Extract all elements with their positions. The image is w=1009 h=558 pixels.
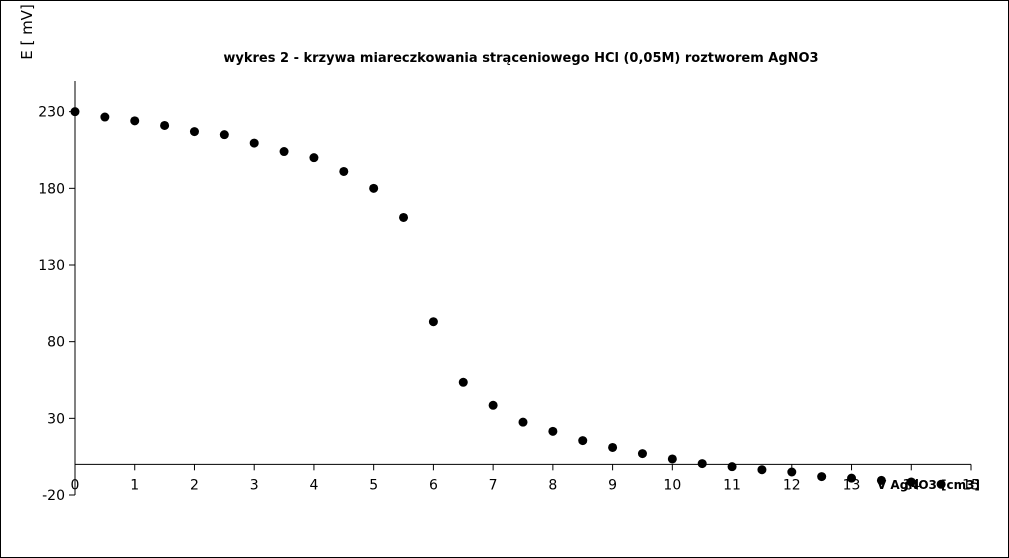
data-point	[548, 426, 558, 436]
x-tick-label: 13	[843, 477, 861, 493]
data-point	[578, 436, 588, 446]
data-point	[309, 153, 319, 163]
data-point	[458, 377, 468, 387]
data-point	[249, 138, 259, 148]
x-tick-label: 1	[130, 477, 139, 493]
data-point	[100, 112, 110, 122]
data-point	[817, 472, 827, 482]
data-point	[130, 116, 140, 126]
data-point	[399, 212, 409, 222]
data-point	[727, 462, 737, 472]
data-point	[70, 107, 80, 117]
y-tick-label: -20	[42, 488, 65, 504]
y-tick-label: 30	[47, 411, 65, 427]
data-point	[637, 449, 647, 459]
data-point	[936, 479, 946, 489]
y-tick-label: 80	[47, 335, 65, 351]
data-point	[697, 459, 707, 469]
data-point	[906, 477, 916, 487]
data-point	[847, 473, 857, 483]
x-tick-label: 2	[190, 477, 199, 493]
data-point	[339, 166, 349, 176]
x-axis-label: V AgNO3 [cm3]	[877, 478, 980, 492]
x-tick-label: 8	[548, 477, 557, 493]
data-point	[488, 400, 498, 410]
data-point	[219, 130, 229, 140]
data-point	[428, 317, 438, 327]
chart-title: wykres 2 - krzywa miareczkowania strącen…	[223, 51, 818, 66]
data-point	[787, 467, 797, 477]
y-tick-label: 180	[38, 181, 65, 197]
x-tick-label: 7	[489, 477, 498, 493]
x-tick-label: 5	[369, 477, 378, 493]
data-point	[369, 183, 379, 193]
x-tick-label: 10	[663, 477, 681, 493]
data-point	[518, 417, 528, 427]
data-point	[279, 147, 289, 157]
y-axis-label: E [ mV]	[18, 4, 36, 60]
y-tick-label: 230	[38, 105, 65, 121]
data-point	[608, 442, 618, 452]
x-tick-label: 6	[429, 477, 438, 493]
data-point	[667, 454, 677, 464]
x-tick-label: 11	[723, 477, 741, 493]
x-tick-label: 15	[962, 477, 980, 493]
data-point	[876, 475, 886, 485]
x-tick-label: 4	[309, 477, 318, 493]
data-point	[160, 120, 170, 130]
data-point	[757, 465, 767, 475]
data-point	[189, 127, 199, 137]
x-tick-label: 3	[250, 477, 259, 493]
x-tick-label: 9	[608, 477, 617, 493]
x-tick-label: 12	[783, 477, 801, 493]
x-tick-label: 0	[71, 477, 80, 493]
y-tick-label: 130	[38, 258, 65, 274]
